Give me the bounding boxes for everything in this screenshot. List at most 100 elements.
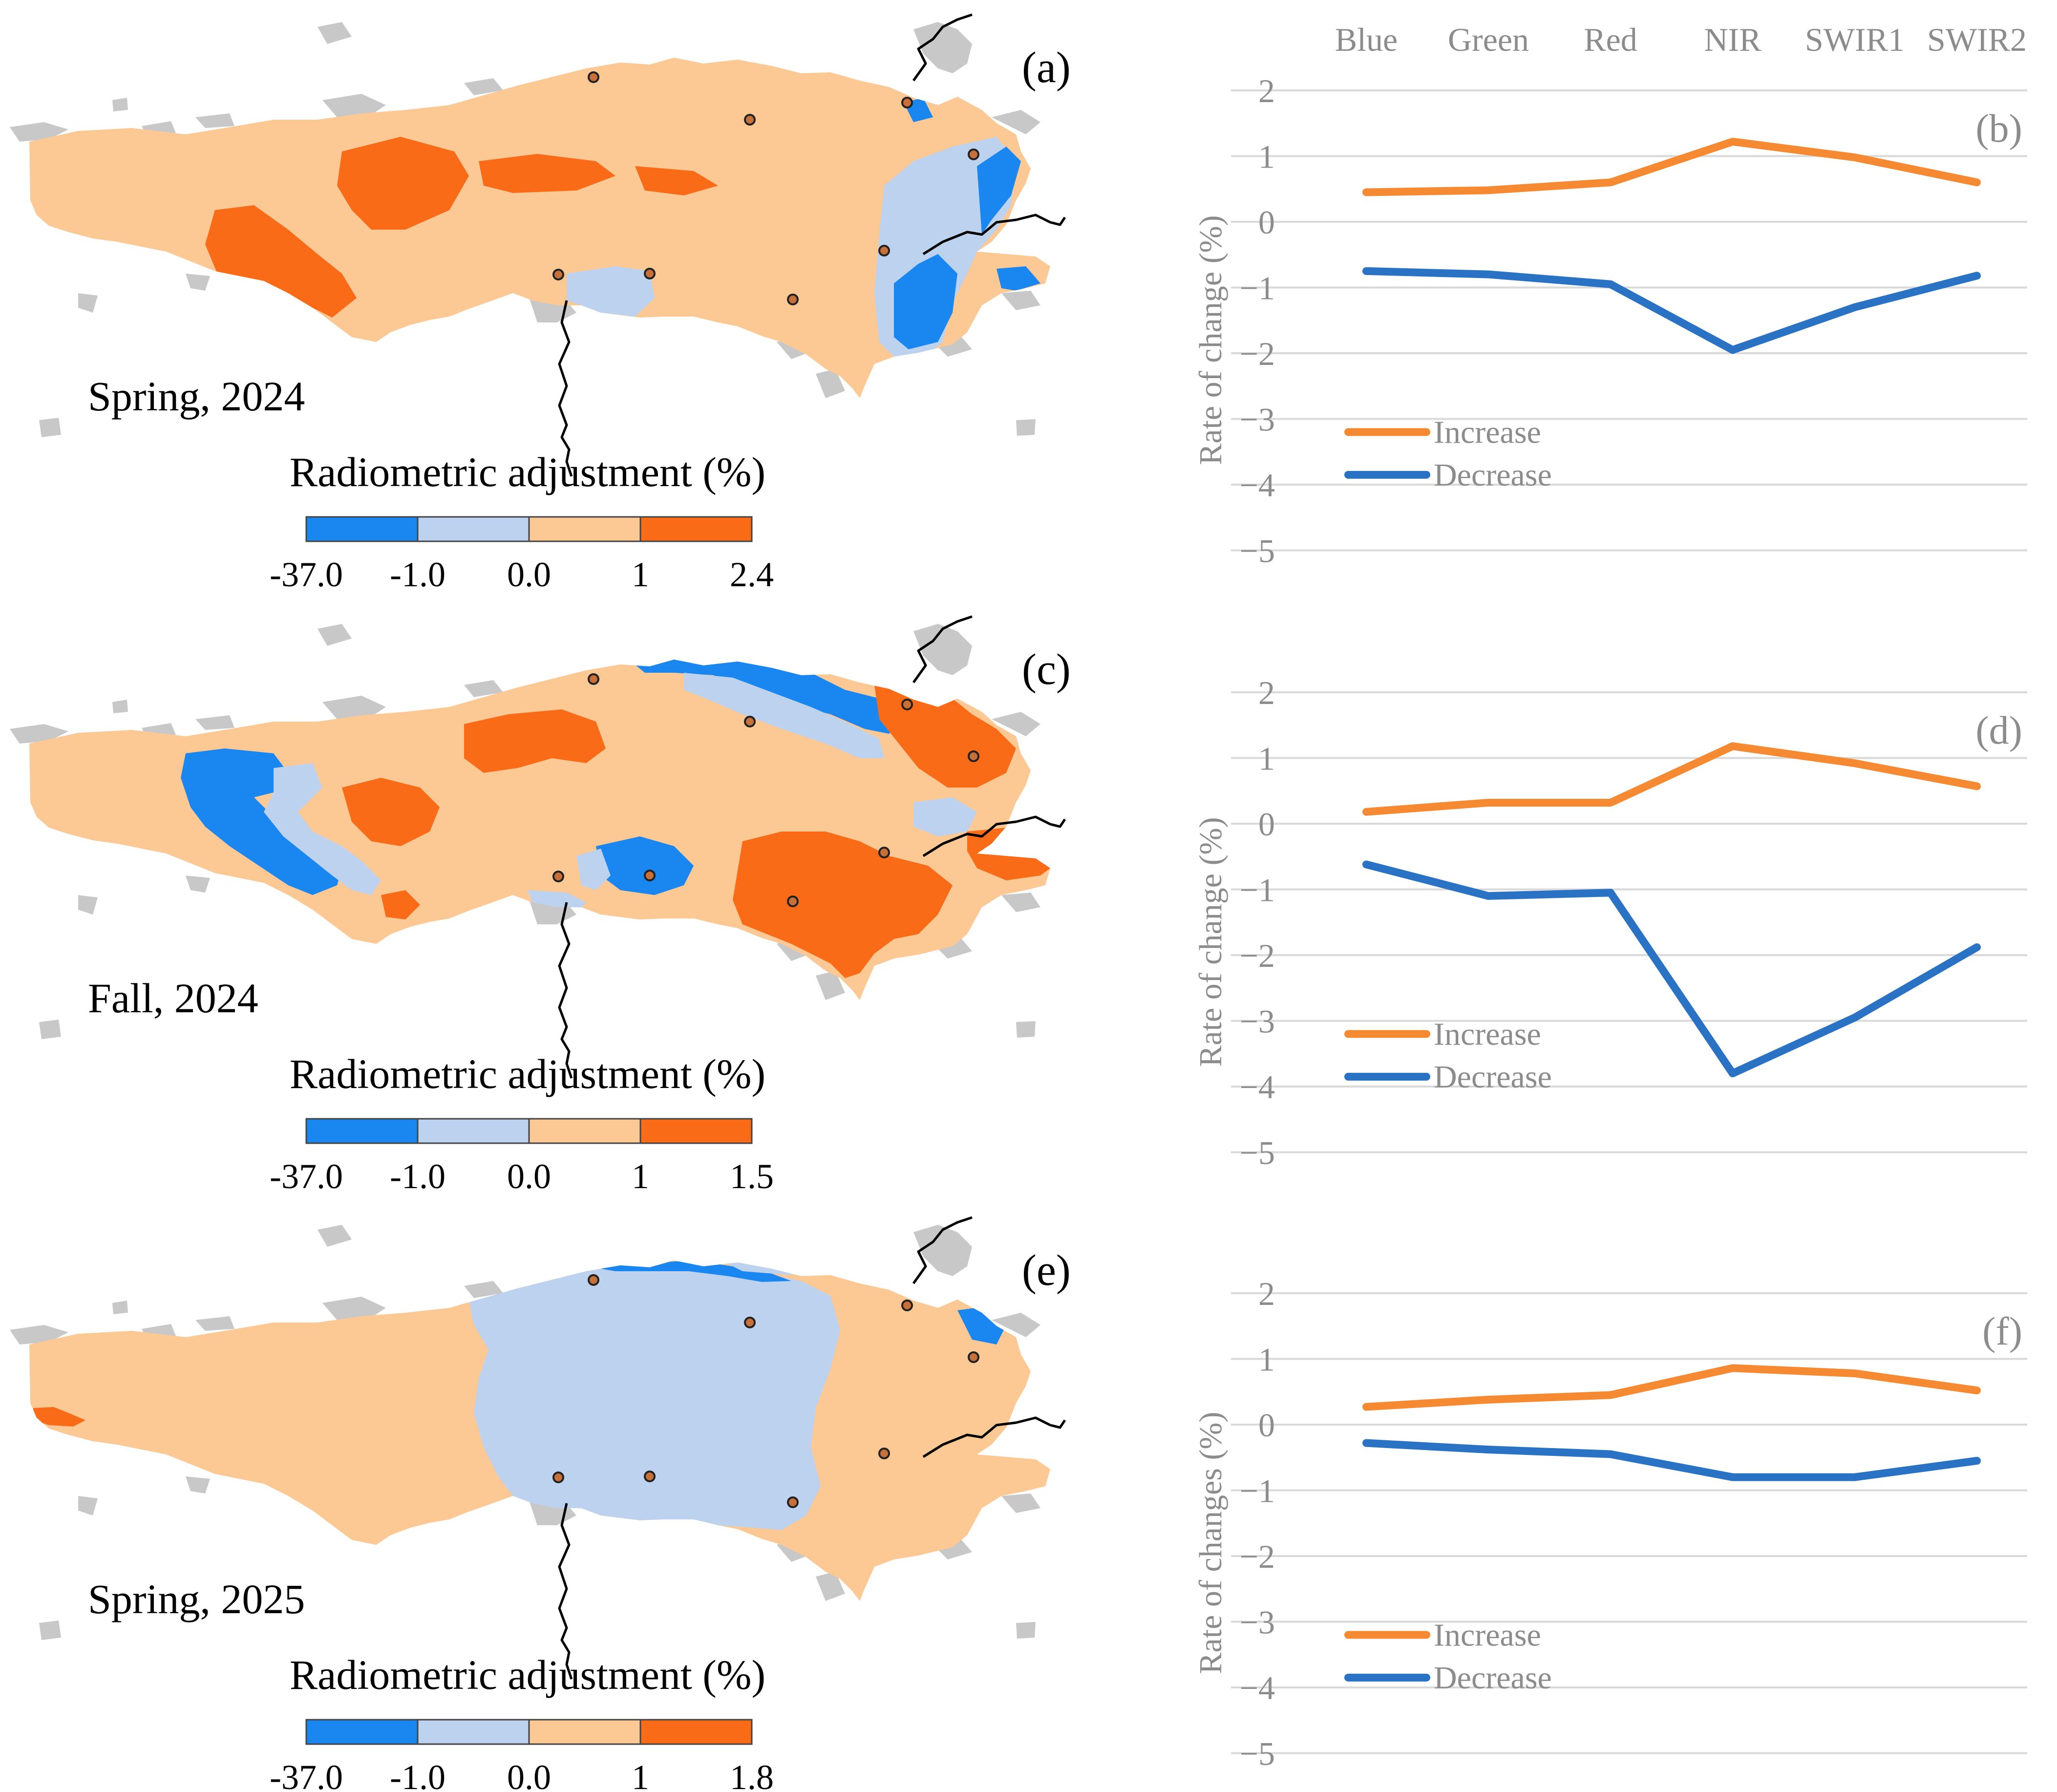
- chart-legend: Increase Decrease: [1344, 1617, 1552, 1696]
- x-category-label: SWIR1: [1805, 21, 1905, 58]
- land-patch: [112, 700, 128, 713]
- legend-tick-label: 0.0: [507, 1157, 551, 1196]
- station-point: [644, 870, 656, 881]
- panel-label-a: (a): [1022, 43, 1071, 92]
- adjustment-zone-strong-decrease: [977, 147, 1021, 235]
- station-point: [588, 71, 599, 83]
- land-patch: [464, 1281, 503, 1298]
- land-patch: [913, 1225, 972, 1276]
- legend-label: Increase: [1434, 1617, 1541, 1653]
- y-tick-label: −4: [1240, 467, 1275, 504]
- station-point: [878, 847, 890, 858]
- station-point: [744, 114, 756, 126]
- legend-tick-label: 1: [632, 1758, 649, 1792]
- y-tick-label: −4: [1240, 1068, 1275, 1106]
- series-line-increase: [1362, 742, 1981, 816]
- legend-tick-label: 1.5: [730, 1157, 774, 1196]
- land-patch: [195, 1316, 234, 1331]
- adjustment-zone-strong-increase: [205, 205, 357, 318]
- land-patch: [992, 110, 1040, 134]
- legend-tick-label: 1: [632, 1157, 649, 1196]
- adjustment-zone-slight-decrease: [264, 763, 381, 895]
- rivers: [558, 1216, 1066, 1680]
- land-patch: [318, 1225, 352, 1247]
- river-line: [912, 615, 973, 683]
- land-patch: [816, 971, 845, 1000]
- y-tick-label: −5: [1240, 533, 1275, 570]
- river-line: [922, 213, 1066, 256]
- river-line: [922, 1416, 1066, 1458]
- legend-tick-label: -1.0: [390, 555, 445, 594]
- chart-legend: Increase Decrease: [1344, 414, 1552, 493]
- station-points: [552, 673, 979, 907]
- land-patch: [322, 696, 386, 719]
- line-chart-d: 2 1 0 −1 −2 −3 −4 −5 Rate of change (%) (d) Increa…: [1193, 674, 2027, 1172]
- station-point: [878, 1448, 890, 1459]
- adjustment-zone-slight-decrease: [913, 797, 977, 836]
- y-tick-label: 0: [1258, 1407, 1275, 1444]
- season-label-c: Fall, 2024: [88, 975, 258, 1022]
- legend-tick-label: -37.0: [270, 555, 343, 594]
- rivers: [558, 615, 1066, 1079]
- legend-swatch: [417, 1118, 530, 1144]
- river-line: [558, 300, 573, 477]
- panel-label-e: (e): [1022, 1246, 1071, 1295]
- land-patch: [816, 369, 845, 398]
- legend-swatch: [417, 1719, 530, 1745]
- adjustment-zone-slight-decrease: [567, 266, 655, 317]
- legend-label: Decrease: [1434, 1059, 1552, 1095]
- y-axis-label: Rate of change (%): [1193, 215, 1229, 465]
- adjustment-zone-slight-decrease: [576, 849, 611, 890]
- chart-legend: Increase Decrease: [1344, 1016, 1552, 1095]
- legend-tick-label: -37.0: [270, 1157, 343, 1196]
- adjustment-zone-strong-increase: [342, 778, 440, 846]
- color-legend-e: -37.0 -1.0 0.0 1 1.8: [270, 1719, 774, 1792]
- y-tick-label: −5: [1240, 1735, 1275, 1772]
- y-tick-label: 0: [1258, 806, 1275, 843]
- rivers: [558, 13, 1066, 477]
- land-patch: [195, 715, 234, 730]
- station-point: [787, 294, 799, 305]
- adjustment-zone-strong-increase: [635, 166, 718, 195]
- x-category-label: Blue: [1335, 21, 1398, 58]
- map-panel-e: (e) Spring, 2025 Radiometric adjustment …: [10, 1216, 1071, 1792]
- y-tick-label: 2: [1258, 674, 1275, 711]
- land-patch: [39, 418, 61, 437]
- land-patch: [464, 680, 503, 697]
- legend-label: Increase: [1434, 1016, 1541, 1052]
- x-category-label: NIR: [1704, 21, 1761, 58]
- study-region-map: [29, 1260, 1050, 1601]
- gridlines: [1231, 691, 2027, 1153]
- adjustment-zone-slight-decrease: [469, 1518, 484, 1530]
- x-category-label: SWIR2: [1927, 21, 2027, 58]
- adjustment-zone-strong-increase: [464, 709, 606, 773]
- land-patch: [816, 1572, 845, 1601]
- y-axis-label: Rate of change (%): [1193, 817, 1229, 1067]
- adjustment-zones: [181, 660, 1050, 978]
- panel-label-c: (c): [1022, 645, 1071, 694]
- adjustment-zone-strong-decrease: [894, 254, 957, 349]
- land-patch: [1016, 1622, 1036, 1639]
- adjustment-zone-strong-decrease: [596, 836, 694, 895]
- x-category-label: Green: [1448, 21, 1529, 58]
- legend-label: Decrease: [1434, 1660, 1552, 1696]
- river-line: [558, 902, 573, 1079]
- land-patch: [186, 875, 210, 893]
- line-chart-b: 2 1 0 −1 −2 −3 −4 −5 Blue Green Red NIR SWIR1 SWIR2 Ra…: [1193, 21, 2027, 570]
- legend-swatch: [639, 1118, 753, 1144]
- y-tick-label: −4: [1240, 1669, 1275, 1707]
- station-point: [968, 1351, 979, 1363]
- y-tick-label: −1: [1240, 1472, 1275, 1510]
- land-patch: [992, 1313, 1040, 1337]
- legend-swatch: [305, 516, 419, 542]
- map-panel-a: (a) Spring, 2024 Radiometric adjustment …: [10, 13, 1071, 594]
- panel-label: (d): [1975, 708, 2022, 752]
- river-line: [558, 1503, 573, 1680]
- adjustment-zone-strong-increase: [733, 832, 953, 978]
- legend-title-a: Radiometric adjustment (%): [290, 448, 765, 495]
- adjustment-zone-strong-decrease: [181, 748, 342, 895]
- land-patch: [322, 1297, 386, 1320]
- station-point: [552, 871, 564, 882]
- y-tick-label: −1: [1240, 270, 1275, 307]
